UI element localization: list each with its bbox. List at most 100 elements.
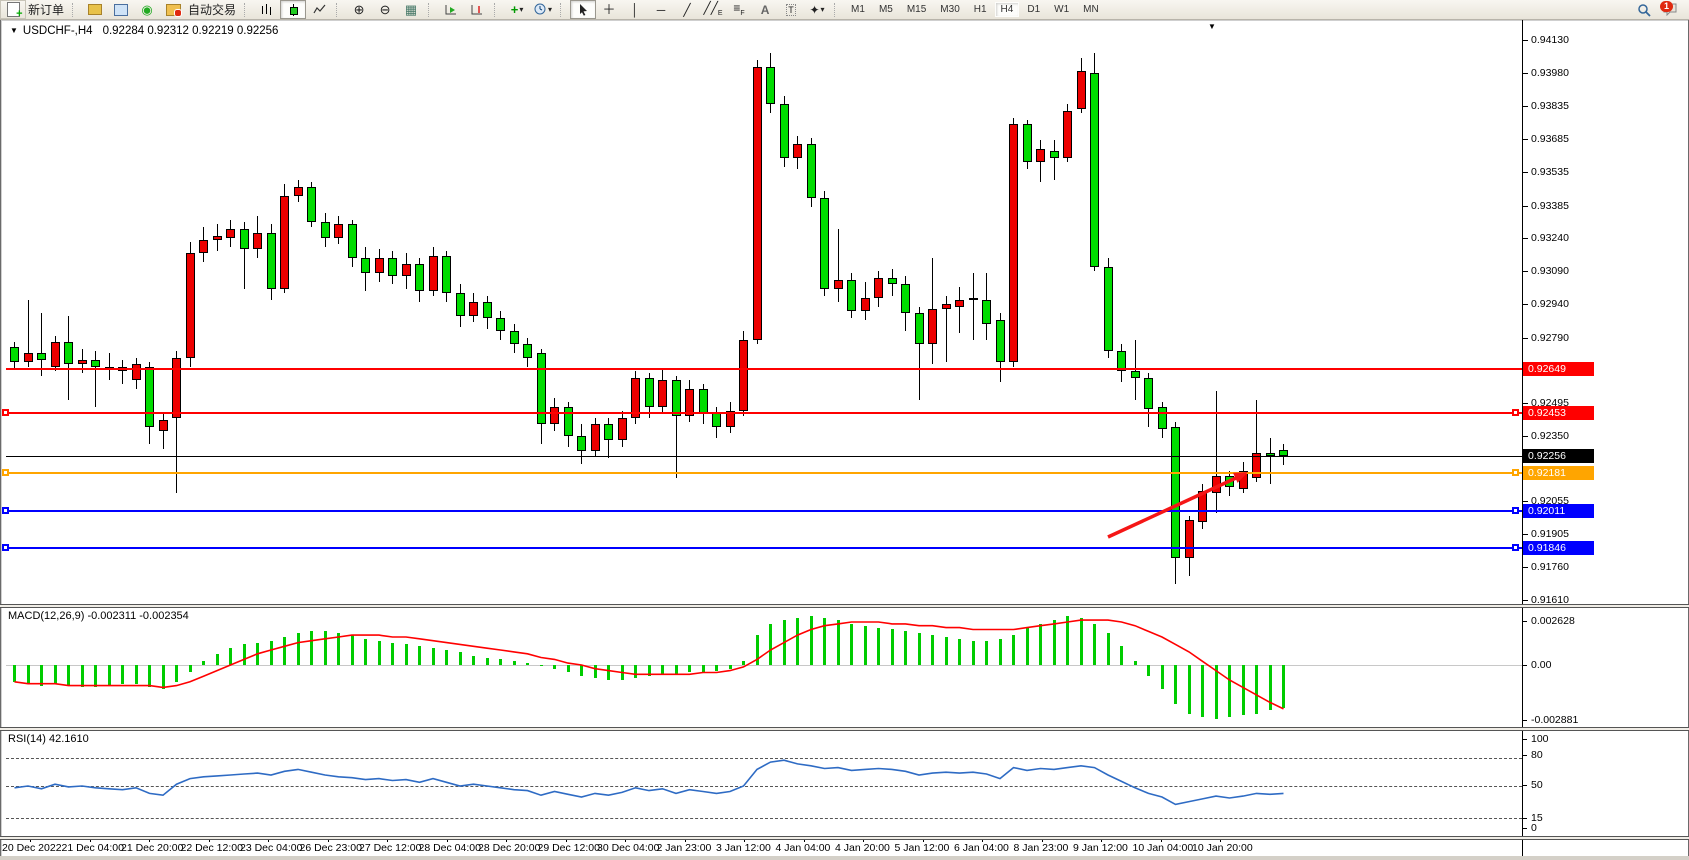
periods-button[interactable]: ▾ (530, 0, 556, 19)
timeframe-D1[interactable]: D1 (1027, 4, 1041, 15)
text-label-tool-button[interactable]: T (778, 0, 804, 19)
time-axis-label[interactable]: 20 Dec 2022 (2, 842, 62, 854)
panel-splitter[interactable] (0, 727, 1689, 731)
time-axis-label[interactable]: 9 Jan 12:00 (1073, 842, 1128, 854)
time-axis-label[interactable]: 27 Dec 12:00 (359, 842, 422, 854)
time-axis-label[interactable]: 21 Dec 04:00 (61, 842, 124, 854)
macd-histogram-bar (161, 665, 165, 690)
time-axis-label[interactable]: 21 Dec 20:00 (121, 842, 184, 854)
chart-shift-button[interactable] (464, 0, 490, 19)
candle-body (860, 297, 870, 312)
time-axis-label[interactable]: 28 Dec 20:00 (478, 842, 541, 854)
timeframe-M15[interactable]: M15 (906, 4, 927, 15)
auto-scroll-button[interactable] (438, 0, 464, 19)
candle-wick (945, 295, 947, 363)
panel-splitter[interactable] (0, 836, 1689, 840)
chart-menu-icon[interactable]: ▼ (10, 26, 18, 35)
candle-body (91, 360, 100, 367)
horizontal-line-0.92453[interactable] (6, 411, 1522, 414)
macd-histogram-bar (890, 629, 894, 665)
horizontal-line-0.92181[interactable] (6, 472, 1522, 475)
macd-axis-tick (1522, 665, 1527, 666)
candle-body (509, 331, 519, 345)
autotrading-button[interactable] (160, 0, 186, 19)
new-order-icon (6, 2, 23, 20)
timeframe-H4[interactable]: H4 (994, 2, 1020, 17)
history-center-button[interactable] (82, 0, 108, 19)
search-button[interactable] (1631, 0, 1657, 19)
timeframe-M5[interactable]: M5 (878, 4, 893, 15)
fibonacci-tool-button[interactable]: ≡F (726, 0, 752, 19)
horizontal-line-0.92011[interactable] (6, 509, 1522, 512)
horizontal-line-0.92649[interactable] (6, 368, 1522, 371)
zoom-in-button[interactable]: ⊕ (346, 0, 372, 19)
time-axis-label[interactable]: 4 Jan 20:00 (835, 842, 890, 854)
time-axis-label[interactable]: 10 Jan 20:00 (1192, 842, 1253, 854)
macd-histogram-bar (377, 640, 381, 665)
zoom-out-button[interactable]: ⊖ (372, 0, 398, 19)
macd-histogram-bar (971, 640, 975, 665)
bar-chart-mode-button[interactable] (254, 0, 280, 19)
line-anchor[interactable] (2, 543, 9, 551)
time-axis-label[interactable]: 8 Jan 23:00 (1013, 842, 1069, 854)
candle-body (469, 302, 478, 316)
shapes-tool-button[interactable]: ✦ ▾ (804, 0, 830, 19)
line-anchor[interactable] (1512, 469, 1519, 477)
line-anchor[interactable] (1512, 543, 1519, 551)
indicators-button[interactable]: + ▾ (504, 0, 530, 19)
timeframe-M1[interactable]: M1 (851, 4, 865, 15)
time-axis-label[interactable]: 26 Dec 23:00 (299, 842, 362, 854)
time-axis-label[interactable]: 22 Dec 12:00 (180, 842, 243, 854)
new-order-label[interactable]: 新订单 (28, 3, 65, 17)
line-chart-mode-button[interactable] (306, 0, 332, 19)
trendline-tool-button[interactable]: ╱ (674, 0, 700, 19)
line-anchor[interactable] (2, 469, 9, 477)
time-axis-label[interactable]: 29 Dec 12:00 (537, 842, 600, 854)
candle-body (401, 264, 411, 276)
macd-axis-tick (1522, 720, 1527, 721)
time-axis-label[interactable]: 28 Dec 04:00 (418, 842, 481, 854)
candle-body (995, 320, 1005, 363)
horizontal-line-0.91846[interactable] (6, 546, 1522, 549)
time-axis-label[interactable]: 2 Jan 23:00 (656, 842, 712, 854)
line-anchor[interactable] (1512, 506, 1519, 514)
line-anchor[interactable] (2, 506, 9, 514)
time-axis-label[interactable]: 4 Jan 04:00 (775, 842, 831, 854)
time-axis-label[interactable]: 5 Jan 12:00 (894, 842, 950, 854)
candle-body (928, 308, 937, 345)
autotrading-label[interactable]: 自动交易 (188, 3, 237, 17)
panel-splitter[interactable] (0, 604, 1689, 608)
candlestick-mode-button[interactable] (280, 0, 307, 19)
notifications-button[interactable]: 1 (1657, 0, 1683, 19)
data-window-button[interactable] (108, 0, 134, 19)
signals-button[interactable]: ◉ (134, 0, 160, 19)
horizontal-line-tool-button[interactable]: ─ (648, 0, 674, 19)
timeframe-M30[interactable]: M30 (940, 4, 960, 15)
vertical-line-tool-button[interactable]: │ (622, 0, 648, 19)
line-anchor[interactable] (2, 408, 9, 416)
time-axis-label[interactable]: 30 Dec 04:00 (597, 842, 660, 854)
timeframe-H1[interactable]: H1 (973, 4, 987, 15)
channel-tool-button[interactable]: ╱╱E (700, 0, 726, 19)
candle-body (793, 144, 802, 158)
price-axis-tick (1522, 337, 1528, 339)
time-axis-label[interactable]: 23 Dec 04:00 (240, 842, 303, 854)
rsi-axis-tick (1522, 818, 1527, 819)
chart-window[interactable] (0, 19, 1689, 859)
cursor-tool-button[interactable] (570, 0, 597, 19)
time-axis-label[interactable]: 3 Jan 12:00 (716, 842, 771, 854)
time-axis-label[interactable]: 10 Jan 04:00 (1132, 842, 1194, 854)
text-tool-button[interactable]: A (752, 0, 778, 19)
timeframe-MN[interactable]: MN (1083, 4, 1099, 15)
macd-histogram-bar (337, 633, 340, 665)
tile-windows-button[interactable]: ▦ (398, 0, 424, 19)
crosshair-tool-button[interactable]: ＋ (596, 0, 622, 19)
horizontal-line-0.92256[interactable] (6, 456, 1522, 458)
timeframe-W1[interactable]: W1 (1054, 4, 1070, 15)
time-axis-label[interactable]: 6 Jan 04:00 (954, 842, 1009, 854)
candle-body (847, 280, 856, 312)
line-anchor[interactable] (1512, 408, 1519, 416)
macd-histogram-bar (944, 636, 948, 665)
vertical-line-icon: │ (631, 2, 639, 17)
new-order-button[interactable] (0, 0, 26, 20)
